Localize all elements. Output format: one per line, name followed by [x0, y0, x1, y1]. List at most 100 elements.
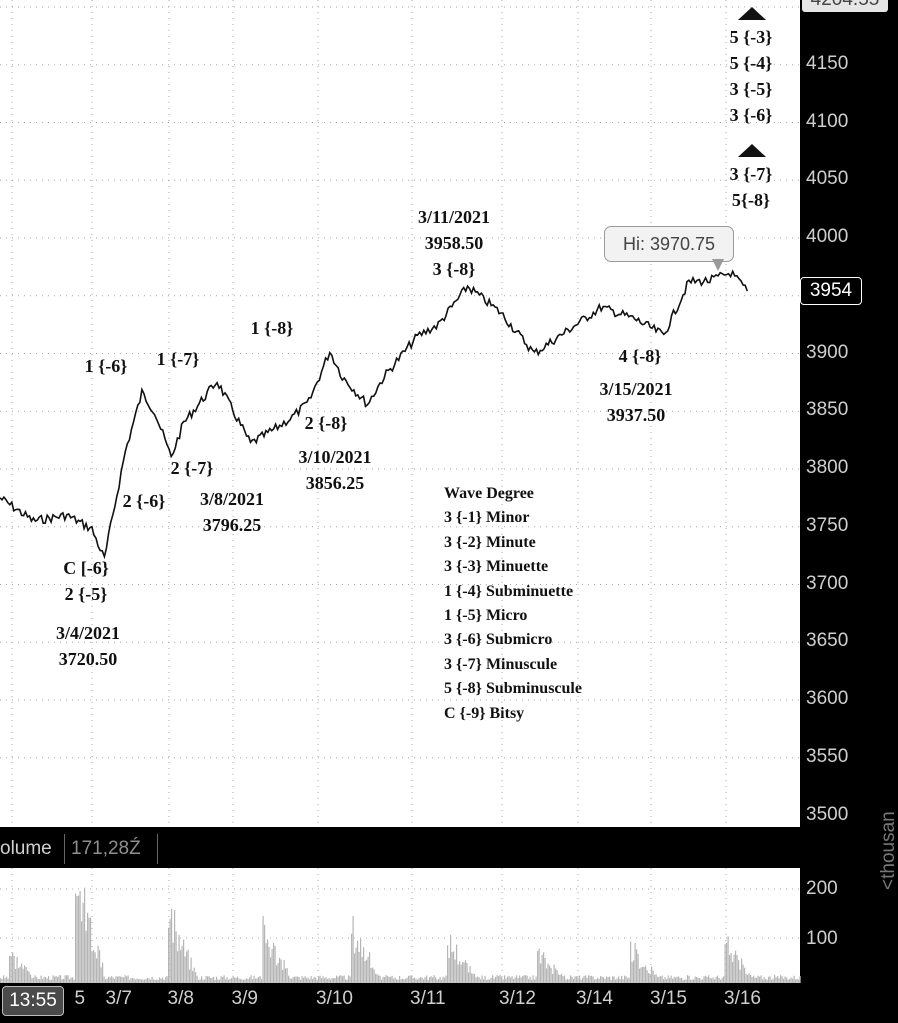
- volume-bar: [799, 976, 801, 983]
- volume-bar: [390, 976, 392, 983]
- volume-bar: [549, 965, 551, 983]
- volume-bar: [183, 939, 185, 983]
- volume-bar: [460, 964, 462, 983]
- volume-bar: [480, 979, 482, 983]
- volume-bar: [738, 960, 740, 983]
- volume-bar: [238, 978, 240, 983]
- volume-bar: [747, 974, 749, 983]
- volume-bar: [540, 963, 542, 983]
- volume-bar: [708, 975, 710, 983]
- volume-bar: [795, 979, 797, 983]
- volume-bar: [411, 975, 413, 983]
- volume-bar: [208, 976, 210, 983]
- volume-bar: [414, 977, 416, 983]
- volume-bar: [207, 976, 209, 983]
- volume-bar: [756, 977, 758, 983]
- volume-bar: [439, 976, 441, 983]
- volume-bar: [354, 953, 356, 983]
- volume-panel[interactable]: [0, 868, 800, 983]
- volume-bar: [120, 976, 122, 983]
- volume-bar: [160, 978, 162, 983]
- volume-bar: [109, 977, 111, 983]
- volume-bar: [408, 975, 410, 983]
- volume-bar: [757, 975, 759, 983]
- volume-bar: [73, 979, 75, 983]
- volume-bar: [528, 979, 530, 983]
- volume-bar: [576, 976, 578, 983]
- volume-bar: [427, 979, 429, 983]
- volume-bar: [282, 969, 284, 983]
- volume-bar: [219, 979, 221, 983]
- volume-bar: [327, 979, 329, 983]
- volume-bar: [297, 976, 299, 983]
- volume-bar: [781, 976, 783, 983]
- volume-bar: [345, 979, 347, 983]
- volume-bars: [0, 887, 801, 983]
- volume-bar: [144, 979, 146, 983]
- volume-bar: [378, 975, 380, 983]
- volume-bar: [775, 977, 777, 983]
- volume-bar: [778, 978, 780, 983]
- volume-bar: [486, 980, 488, 983]
- volume-bar: [61, 979, 63, 983]
- volume-bar: [211, 977, 213, 983]
- volume-bar: [159, 977, 161, 983]
- volume-bar: [138, 979, 140, 983]
- volume-bar: [34, 975, 36, 983]
- volume-bar: [634, 943, 636, 983]
- price-panel[interactable]: [0, 0, 800, 827]
- volume-bar: [666, 979, 668, 983]
- volume-bar: [384, 977, 386, 983]
- volume-bar: [649, 973, 651, 983]
- volume-bar: [124, 975, 126, 983]
- volume-bar: [196, 975, 198, 983]
- volume-bar: [156, 979, 158, 983]
- volume-bar: [474, 974, 476, 983]
- volume-bar: [42, 979, 44, 983]
- volume-bar: [667, 975, 669, 983]
- volume-bar: [304, 976, 306, 983]
- volume-bar: [471, 973, 473, 983]
- volume-bar: [754, 977, 756, 983]
- volume-bar: [216, 976, 218, 983]
- volume-bar: [424, 977, 426, 983]
- volume-bar: [81, 921, 83, 983]
- volume-bar: [87, 912, 89, 983]
- volume-bar: [478, 977, 480, 983]
- volume-bar: [655, 974, 657, 983]
- x-tick-label: 3/8: [167, 988, 194, 1009]
- volume-bar: [37, 979, 39, 983]
- volume-bar: [645, 965, 647, 983]
- volume-bar: [186, 951, 188, 983]
- volume-bar: [82, 902, 84, 983]
- volume-bar: [43, 976, 45, 983]
- volume-bar: [154, 980, 156, 983]
- volume-bar: [193, 967, 195, 983]
- volume-bar: [676, 976, 678, 983]
- volume-bar: [16, 957, 18, 983]
- y-tick-label: 4050: [806, 168, 849, 190]
- volume-bar: [381, 979, 383, 983]
- volume-bar: [108, 976, 110, 983]
- volume-bar: [619, 979, 621, 983]
- volume-bar: [204, 979, 206, 983]
- volume-bar: [1, 978, 3, 983]
- volume-header: [0, 830, 800, 866]
- volume-bar: [316, 979, 318, 983]
- volume-bar: [100, 967, 102, 983]
- volume-bar: [121, 976, 123, 983]
- volume-bar: [391, 975, 393, 983]
- volume-bar: [13, 955, 15, 983]
- volume-bar: [613, 976, 615, 983]
- volume-bar: [589, 976, 591, 983]
- volume-bar: [423, 979, 425, 983]
- volume-bar: [522, 976, 524, 983]
- volume-bar: [618, 976, 620, 983]
- volume-bar: [339, 975, 341, 983]
- volume-bar: [165, 977, 167, 983]
- volume-bar: [793, 975, 795, 983]
- volume-bar: [10, 956, 12, 983]
- volume-bar: [783, 978, 785, 983]
- volume-bar: [195, 972, 197, 983]
- volume-bar: [741, 958, 743, 983]
